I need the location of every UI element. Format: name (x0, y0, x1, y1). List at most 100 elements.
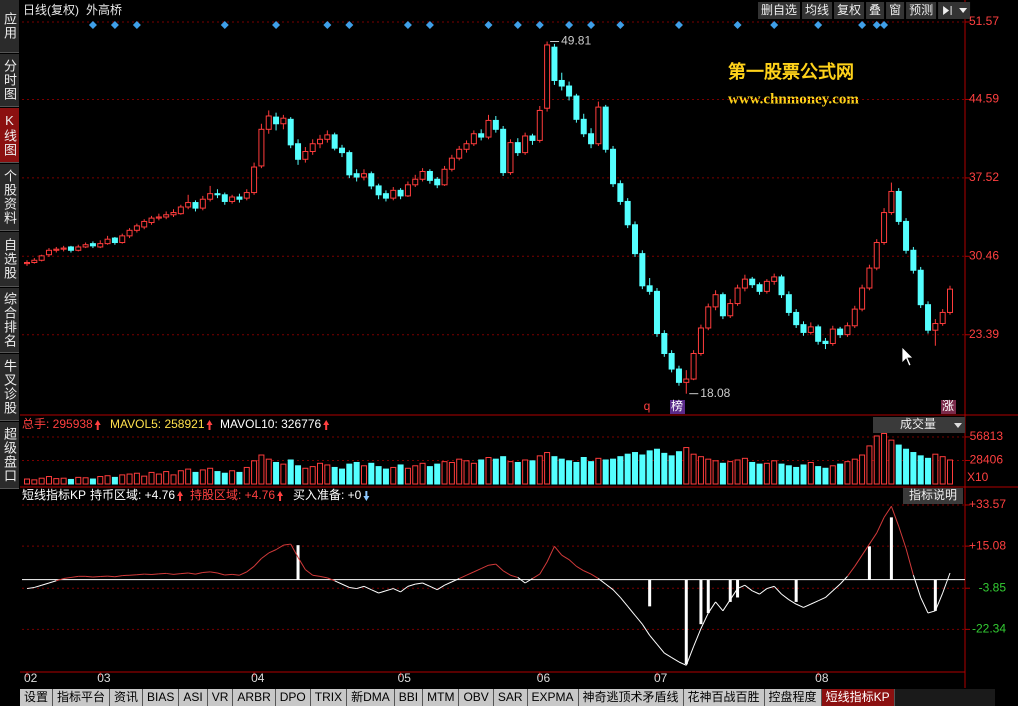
indicator-tab[interactable]: 控盘程度 (764, 689, 822, 706)
indicator-tab[interactable]: ASI (179, 689, 208, 706)
indicator-line (890, 506, 900, 527)
sidebar-tab[interactable]: 牛叉诊股 (0, 354, 19, 421)
sidebar-tab[interactable]: 应用 (0, 0, 19, 53)
stock-name: 外高桥 (86, 2, 122, 17)
volume-bar (295, 465, 302, 485)
indicator-line (810, 600, 819, 605)
candle-body (382, 193, 389, 199)
volume-bar (661, 452, 668, 485)
event-marker[interactable] (880, 21, 889, 29)
volume-bar (382, 468, 389, 485)
indicator-line (869, 532, 878, 545)
indicator-tab[interactable]: 指标平台 (53, 689, 111, 706)
volume-bar (829, 465, 836, 485)
indicator-line (34, 584, 42, 588)
event-marker[interactable] (770, 21, 779, 29)
toolbar-button-label[interactable]: 复权 (837, 3, 861, 17)
event-marker[interactable] (323, 21, 332, 29)
indicator-tab[interactable]: 新DMA (347, 689, 395, 706)
event-marker[interactable] (484, 21, 493, 29)
indicator-tab[interactable]: EXPMA (527, 689, 579, 706)
event-marker[interactable] (535, 21, 544, 29)
event-marker[interactable] (587, 21, 596, 29)
toolbar-button-label[interactable]: 窗 (889, 3, 901, 17)
indicator-line (678, 661, 687, 666)
event-marker[interactable] (403, 21, 412, 29)
event-marker[interactable] (345, 21, 354, 29)
indicator-line (415, 582, 423, 585)
indicator-tab[interactable]: MTM (423, 689, 460, 706)
event-marker[interactable] (88, 21, 97, 29)
candle-body (507, 142, 514, 174)
event-marker[interactable] (674, 21, 683, 29)
toolbar-button[interactable] (886, 2, 905, 19)
toolbar-button-label[interactable]: 叠 (869, 3, 881, 17)
candle-body (632, 224, 639, 255)
indicator-help-button[interactable] (903, 488, 963, 504)
volume-bar (148, 471, 155, 485)
sidebar-tab[interactable]: 个股资料 (0, 164, 19, 231)
candle-body (756, 284, 763, 292)
indicator-line (341, 583, 350, 588)
toolbar-button[interactable] (802, 2, 833, 19)
indicator-help-label[interactable]: 指标说明 (909, 487, 957, 502)
sidebar-tab[interactable]: 综合排名 (0, 288, 19, 353)
volume-bar (331, 466, 338, 485)
event-marker[interactable] (272, 21, 281, 29)
candle-body (456, 148, 463, 159)
volume-bar (881, 432, 888, 485)
indicator-line (327, 577, 335, 582)
flag-box (670, 400, 685, 414)
indicator-tab[interactable]: BIAS (143, 689, 180, 706)
event-marker[interactable] (513, 21, 522, 29)
toolbar-button[interactable] (938, 2, 971, 19)
indicator-line (744, 584, 753, 592)
event-marker[interactable] (132, 21, 141, 29)
toolbar-button[interactable] (758, 2, 801, 19)
toolbar-button[interactable] (834, 2, 865, 19)
volume-bar (844, 461, 851, 485)
toolbar-button-label[interactable]: 预测 (909, 3, 933, 17)
event-marker[interactable] (110, 21, 119, 29)
indicator-tab[interactable]: TRIX (310, 689, 348, 706)
indicator-select[interactable] (873, 417, 965, 433)
event-marker[interactable] (425, 21, 434, 29)
indicator-tab[interactable]: 花神百战百胜 (683, 689, 765, 706)
indicator-tab[interactable]: SAR (493, 689, 528, 706)
indicator-tab[interactable]: DPO (275, 689, 311, 706)
toolbar-button-label[interactable]: 均线 (805, 3, 829, 17)
indicator-tab[interactable]: ARBR (233, 689, 276, 706)
sidebar-tab[interactable]: 自选股 (0, 232, 19, 287)
volume-title[interactable]: 成交量 (900, 416, 936, 431)
indicator-tab[interactable]: 资讯 (110, 689, 144, 706)
volume-legend: MAVOL10: 326776 (220, 417, 322, 431)
event-marker[interactable] (872, 21, 881, 29)
sidebar-tab[interactable]: K线图 (0, 108, 19, 163)
candle-body (199, 198, 206, 209)
sidebar-tab[interactable]: 超级盘口 (0, 422, 19, 489)
candle-body (888, 190, 895, 214)
indicator-tab[interactable]: 短线指标KP (821, 689, 895, 706)
candle-body (793, 311, 800, 326)
volume-bar (639, 454, 646, 485)
indicator-tab[interactable]: OBV (459, 689, 494, 706)
sidebar-tab[interactable]: 分时图 (0, 54, 19, 107)
indicator-tab[interactable]: 设置 (20, 689, 54, 706)
indicator-tab[interactable]: VR (207, 689, 234, 706)
toolbar-button[interactable] (906, 2, 937, 19)
indicator-line (451, 578, 460, 583)
event-marker[interactable] (733, 21, 742, 29)
event-marker[interactable] (220, 21, 229, 29)
volume-bar (573, 461, 580, 485)
event-marker[interactable] (565, 21, 574, 29)
event-marker[interactable] (814, 21, 823, 29)
toolbar-button[interactable] (866, 2, 885, 19)
indicator-line (664, 652, 672, 658)
arrow-icon (363, 491, 370, 501)
candle-body (566, 85, 573, 97)
event-marker[interactable] (858, 21, 867, 29)
indicator-tab[interactable]: 神奇逃顶术矛盾线 (578, 689, 684, 706)
indicator-tab[interactable]: BBI (394, 689, 424, 706)
toolbar-button-label[interactable]: 删自选 (761, 3, 797, 17)
event-marker[interactable] (616, 21, 625, 29)
